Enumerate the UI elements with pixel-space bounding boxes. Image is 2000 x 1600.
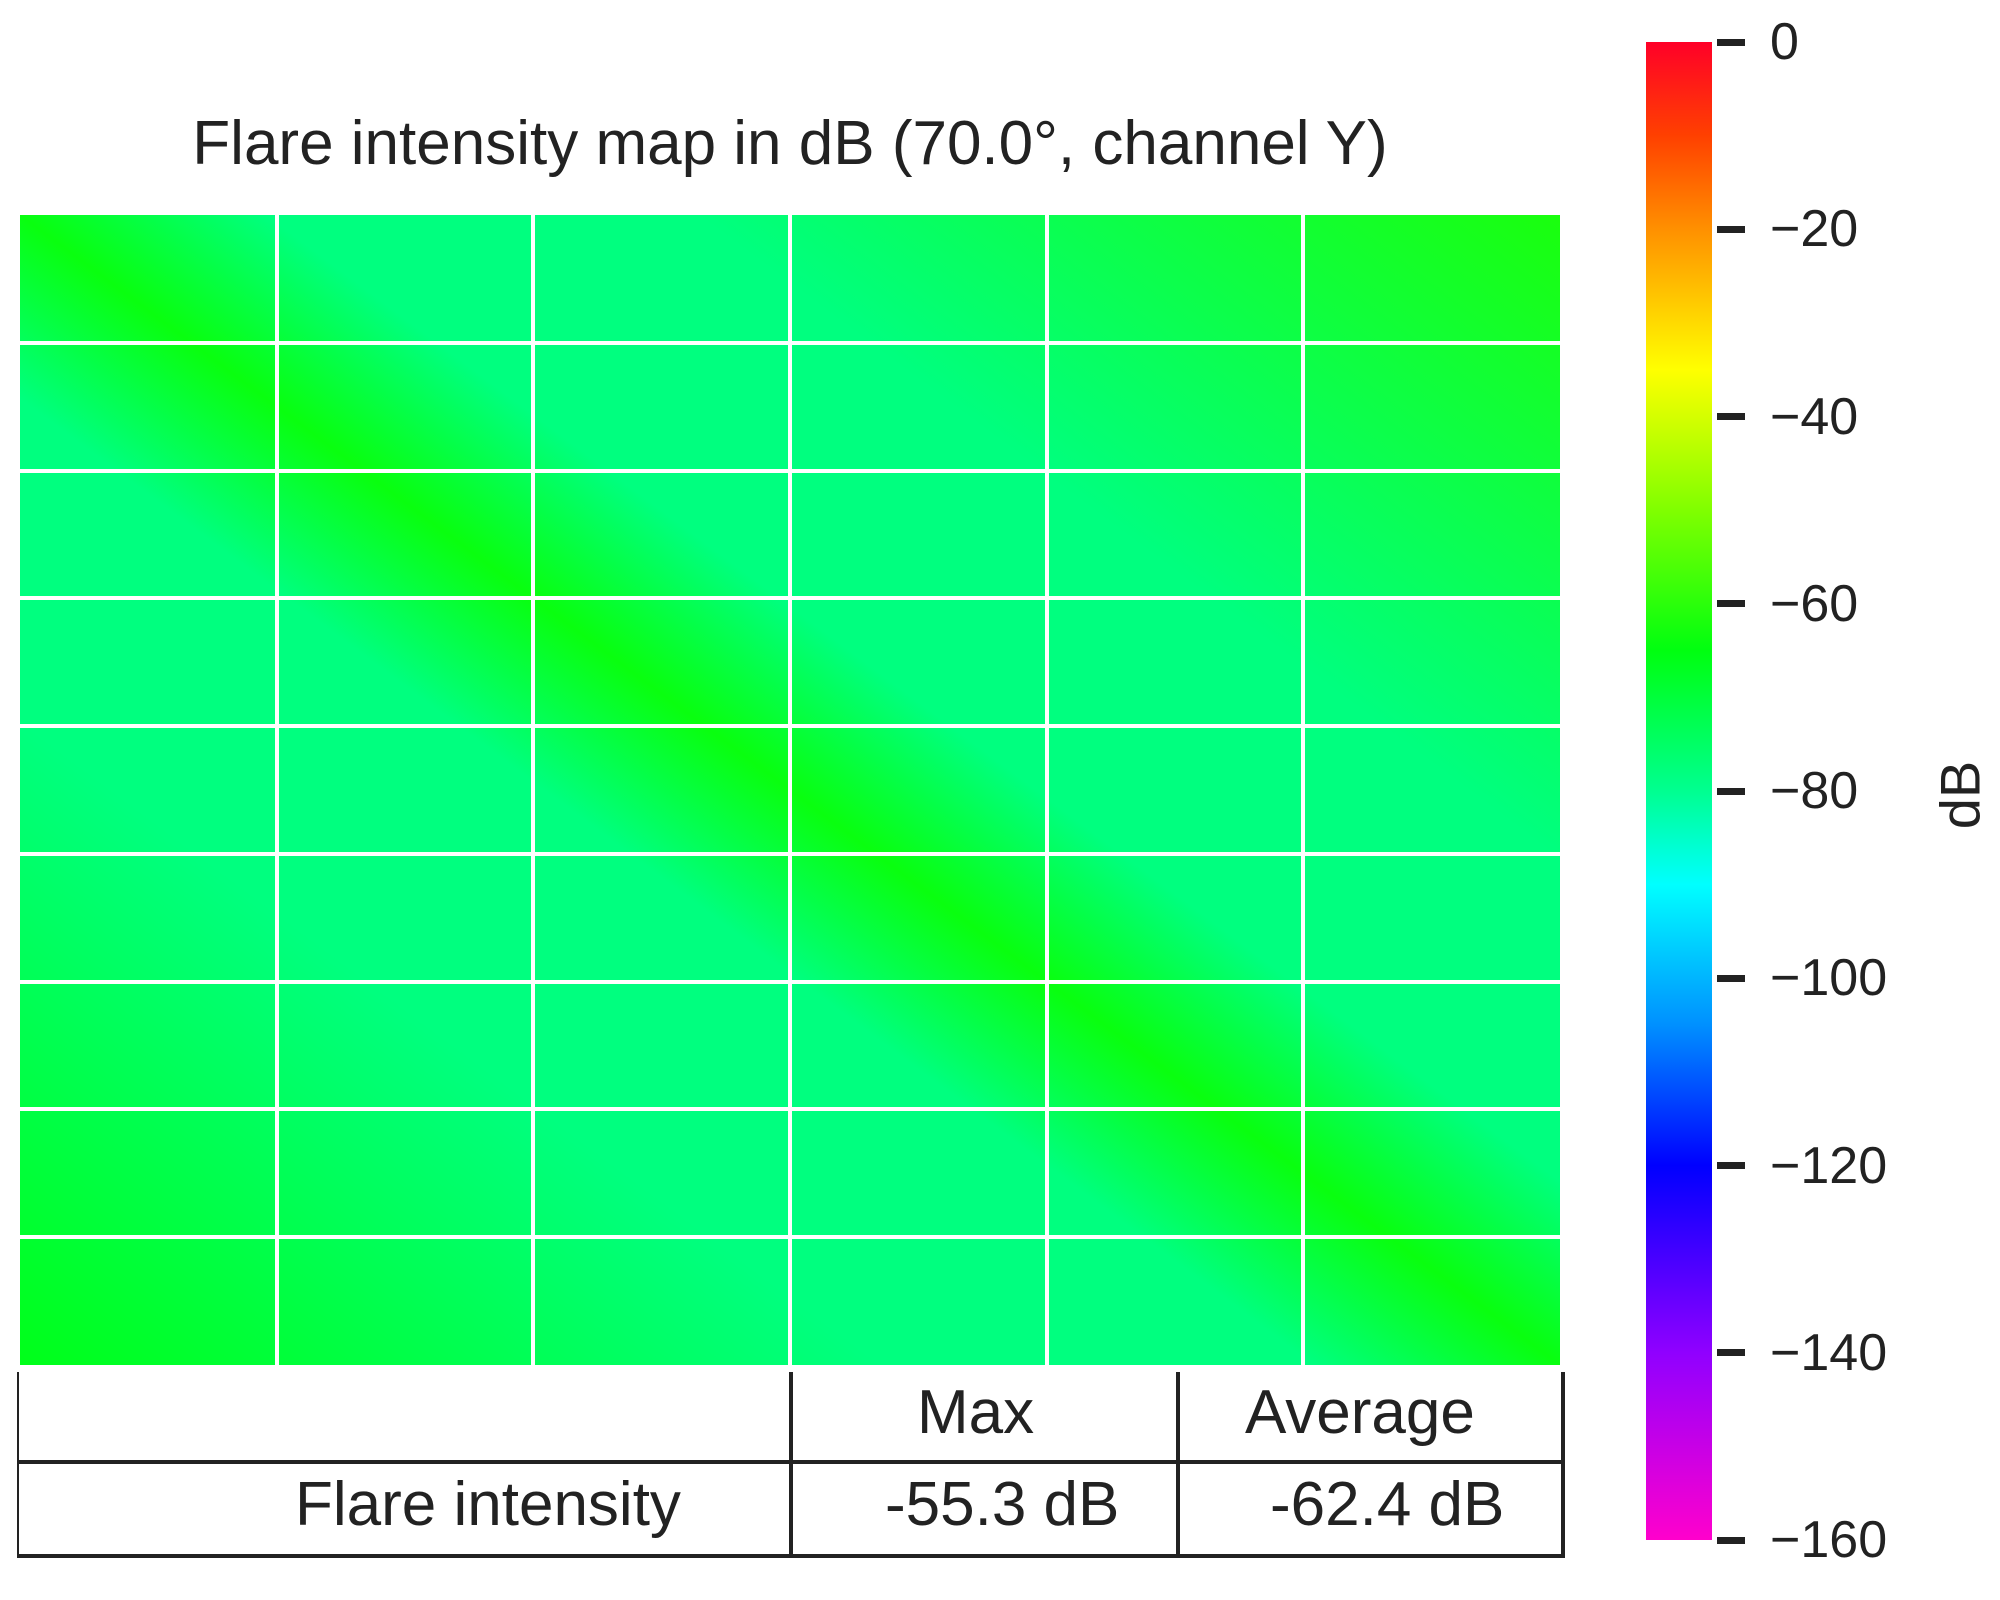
colorbar-tick-mark	[1717, 787, 1745, 795]
table-cell-max: -55.3 dB	[885, 1470, 1120, 1539]
colorbar-tick-mark	[1717, 38, 1745, 46]
table-row-label: Flare intensity	[295, 1470, 681, 1539]
table-borders	[17, 1372, 1565, 1558]
heatmap-gridlines	[20, 215, 1560, 1365]
colorbar-tick-label: −40	[1770, 387, 1859, 446]
colorbar-tick-label: −140	[1770, 1323, 1888, 1382]
table-header-average: Average	[1245, 1378, 1475, 1447]
colorbar-tick-mark	[1717, 413, 1745, 420]
stats-table: Max Average Flare intensity -55.3 dB -62…	[17, 1372, 1565, 1558]
colorbar-tick-label: −20	[1770, 200, 1859, 259]
colorbar-tick-mark	[1717, 1349, 1745, 1357]
table-header-max: Max	[917, 1378, 1035, 1447]
colorbar-tick-label: −60	[1770, 574, 1859, 633]
table-cell-average: -62.4 dB	[1270, 1470, 1505, 1539]
colorbar-tick-label: −80	[1770, 762, 1859, 820]
colorbar-tick-mark	[1717, 225, 1745, 233]
colorbar-tick-mark	[1717, 974, 1745, 982]
colorbar-tick-mark	[1717, 1536, 1745, 1544]
chart-title: Flare intensity map in dB (70.0°, channe…	[192, 109, 1388, 178]
colorbar-tick-label: 0	[1770, 13, 1799, 71]
colorbar	[1646, 42, 1712, 1540]
colorbar-tick-label: −160	[1770, 1511, 1888, 1569]
colorbar-tick-mark	[1717, 1162, 1745, 1169]
colorbar-tick-label: −120	[1770, 1136, 1888, 1195]
colorbar-tick-mark	[1717, 600, 1745, 608]
colorbar-tick-label: −100	[1770, 949, 1888, 1008]
colorbar-label: dB	[1928, 760, 1992, 830]
heatmap-plot	[20, 215, 1560, 1365]
